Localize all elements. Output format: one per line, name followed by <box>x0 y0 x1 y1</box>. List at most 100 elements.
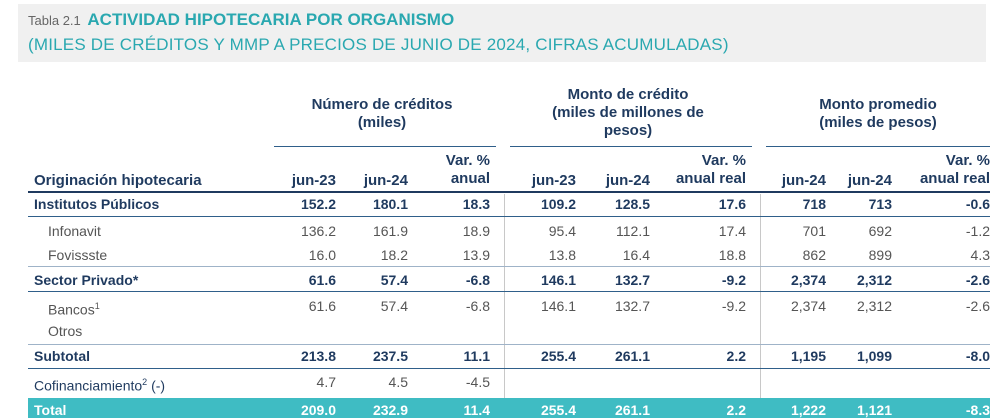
cell-value: 57.4 <box>380 272 408 288</box>
cell-value: 2.2 <box>726 348 746 364</box>
cell-value: 1,099 <box>856 348 892 364</box>
cell-value: 146.1 <box>540 298 576 314</box>
row-rule <box>28 368 990 369</box>
column-header: jun-23 <box>291 172 336 189</box>
group-rule <box>510 146 752 147</box>
cell-value: 862 <box>802 247 826 263</box>
row-label: Subtotal <box>34 348 90 364</box>
cell-value: 692 <box>868 223 892 239</box>
column-divider <box>760 194 761 398</box>
group-header-monto: Monto de crédito (miles de millones de p… <box>552 86 704 139</box>
row-label: Infonavit <box>48 223 101 239</box>
row-label: Otros <box>48 323 83 339</box>
cell-value: 61.6 <box>308 298 336 314</box>
cell-value: 899 <box>868 247 892 263</box>
row-label: Sector Privado* <box>34 272 139 288</box>
column-header: Var. % anual <box>445 152 490 187</box>
group-rule <box>274 146 496 147</box>
table-title-box: Tabla 2.1 ACTIVIDAD HIPOTECARIA POR ORGA… <box>18 4 986 62</box>
cell-value: 132.7 <box>614 272 650 288</box>
table-number: Tabla 2.1 <box>28 13 81 28</box>
cell-value: 109.2 <box>540 196 576 212</box>
column-header: jun-24 <box>605 172 650 189</box>
cell-value: 18.8 <box>718 247 746 263</box>
row-rule <box>28 291 990 292</box>
cell-value: -8.0 <box>965 348 990 364</box>
cell-value: 16.0 <box>308 247 336 263</box>
group-header-creditos: Número de créditos (miles) <box>311 96 453 131</box>
cell-value: -8.3 <box>965 402 990 418</box>
cell-value: 261.1 <box>614 402 650 418</box>
cell-value: 18.9 <box>462 223 490 239</box>
cell-value: -9.2 <box>721 272 746 288</box>
cell-value: -2.6 <box>965 298 990 314</box>
cell-value: 16.4 <box>622 247 650 263</box>
cell-value: 128.5 <box>614 196 650 212</box>
row-rule <box>28 216 990 217</box>
column-header: Var. % anual real <box>675 152 746 187</box>
row-label: Cofinanciamiento2 (-) <box>34 377 166 394</box>
column-header-origination: Originación hipotecaria <box>34 172 202 189</box>
column-header: Var. % anual real <box>919 152 990 187</box>
cell-value: 146.1 <box>540 272 576 288</box>
group-rule <box>766 146 990 147</box>
cell-value: 701 <box>802 223 826 239</box>
column-header: jun-23 <box>531 172 576 189</box>
cell-value: 57.4 <box>380 298 408 314</box>
column-divider <box>504 194 505 398</box>
row-label: Bancos1 <box>48 301 100 318</box>
cell-value: 61.6 <box>308 272 336 288</box>
cell-value: 112.1 <box>616 223 650 239</box>
cell-value: 152.2 <box>300 196 336 212</box>
footnote-marker: 2 <box>142 377 148 387</box>
cell-value: -4.5 <box>465 374 490 390</box>
cell-value: 255.4 <box>540 348 576 364</box>
cell-value: 237.5 <box>372 348 408 364</box>
cell-value: 95.4 <box>548 223 576 239</box>
cell-value: 180.1 <box>372 196 408 212</box>
cell-value: 13.9 <box>462 247 490 263</box>
cell-value: 17.4 <box>718 223 746 239</box>
cell-value: 13.8 <box>548 247 576 263</box>
cell-value: 4.5 <box>388 374 408 390</box>
column-header: jun-24 <box>847 172 892 189</box>
cell-value: 2,312 <box>856 272 892 288</box>
cell-value: 2,374 <box>790 272 826 288</box>
cell-value: 209.0 <box>300 402 336 418</box>
cell-value: 232.9 <box>372 402 408 418</box>
cell-value: -2.6 <box>965 272 990 288</box>
row-rule <box>28 266 990 267</box>
cell-value: -9.2 <box>721 298 746 314</box>
cell-value: 2,374 <box>790 298 826 314</box>
cell-value: 11.4 <box>463 402 490 418</box>
table-subtitle: (MILES DE CRÉDITOS Y MMP A PRECIOS DE JU… <box>28 35 729 54</box>
cell-value: 1,222 <box>790 402 826 418</box>
table-title: Tabla 2.1 ACTIVIDAD HIPOTECARIA POR ORGA… <box>28 10 986 31</box>
mortgage-table: Número de créditos (miles) Monto de créd… <box>28 86 990 418</box>
cell-value: 255.4 <box>540 402 576 418</box>
cell-value: 261.1 <box>614 348 650 364</box>
column-header: jun-24 <box>363 172 408 189</box>
row-label: Total <box>34 402 67 418</box>
cell-value: 4.3 <box>970 247 990 263</box>
cell-value: -6.8 <box>465 298 490 314</box>
cell-value: -0.6 <box>965 196 990 212</box>
cell-value: 713 <box>868 196 892 212</box>
cell-value: 2.2 <box>726 402 746 418</box>
cell-value: 136.2 <box>300 223 336 239</box>
cell-value: 161.9 <box>372 223 408 239</box>
row-label: Fovissste <box>48 247 108 263</box>
cell-value: 17.6 <box>718 196 746 212</box>
cell-value: 132.7 <box>614 298 650 314</box>
cell-value: 718 <box>802 196 826 212</box>
column-header: jun-24 <box>781 172 826 189</box>
cell-value: 18.2 <box>380 247 408 263</box>
cell-value: 11.1 <box>463 348 490 364</box>
cell-value: 4.7 <box>316 374 336 390</box>
row-rule <box>28 344 990 345</box>
cell-value: 2,312 <box>856 298 892 314</box>
total-row: Total 209.0 232.9 11.4 255.4 261.1 2.2 1… <box>28 398 990 418</box>
footnote-marker: 1 <box>94 301 100 311</box>
group-header-promedio: Monto promedio (miles de pesos) <box>819 96 937 131</box>
row-label: Institutos Públicos <box>34 196 160 212</box>
